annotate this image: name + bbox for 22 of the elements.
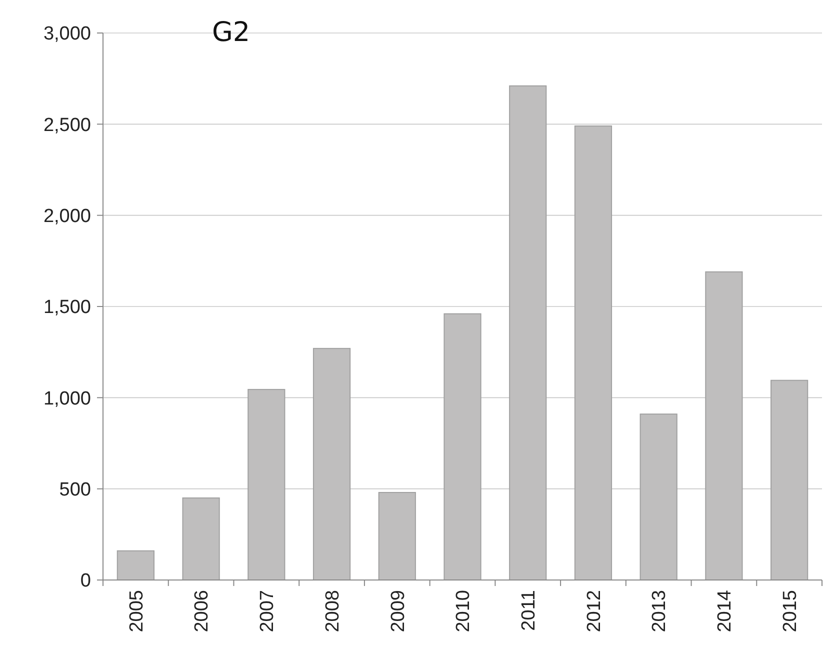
y-tick-label: 2,500 bbox=[43, 114, 91, 136]
x-tick-label: 2012 bbox=[584, 590, 605, 632]
chart-title: G2 bbox=[212, 17, 250, 48]
y-tick-label: 500 bbox=[59, 479, 91, 500]
x-tick-label: 2011 bbox=[518, 590, 540, 631]
bar bbox=[182, 497, 220, 580]
y-tick-label: 0 bbox=[80, 570, 91, 592]
x-tick-label: 2013 bbox=[649, 590, 670, 632]
x-tick-label: 2006 bbox=[192, 590, 213, 632]
x-tick-label: 2009 bbox=[388, 590, 409, 632]
x-tick-label: 2005 bbox=[126, 590, 148, 632]
x-tick-label: 2010 bbox=[453, 590, 474, 632]
bar bbox=[116, 550, 154, 580]
x-tick-label: 2007 bbox=[257, 590, 278, 632]
x-tick-label: 2015 bbox=[780, 590, 801, 632]
y-tick-label: 1,000 bbox=[43, 388, 91, 410]
x-tick-label: 2008 bbox=[322, 590, 344, 632]
y-tick-label: 3,000 bbox=[43, 24, 91, 45]
bar bbox=[378, 492, 416, 580]
y-tick-label: 2,000 bbox=[43, 206, 91, 227]
y-tick-label: 1,500 bbox=[43, 297, 91, 318]
x-tick-label: 2014 bbox=[714, 590, 736, 632]
